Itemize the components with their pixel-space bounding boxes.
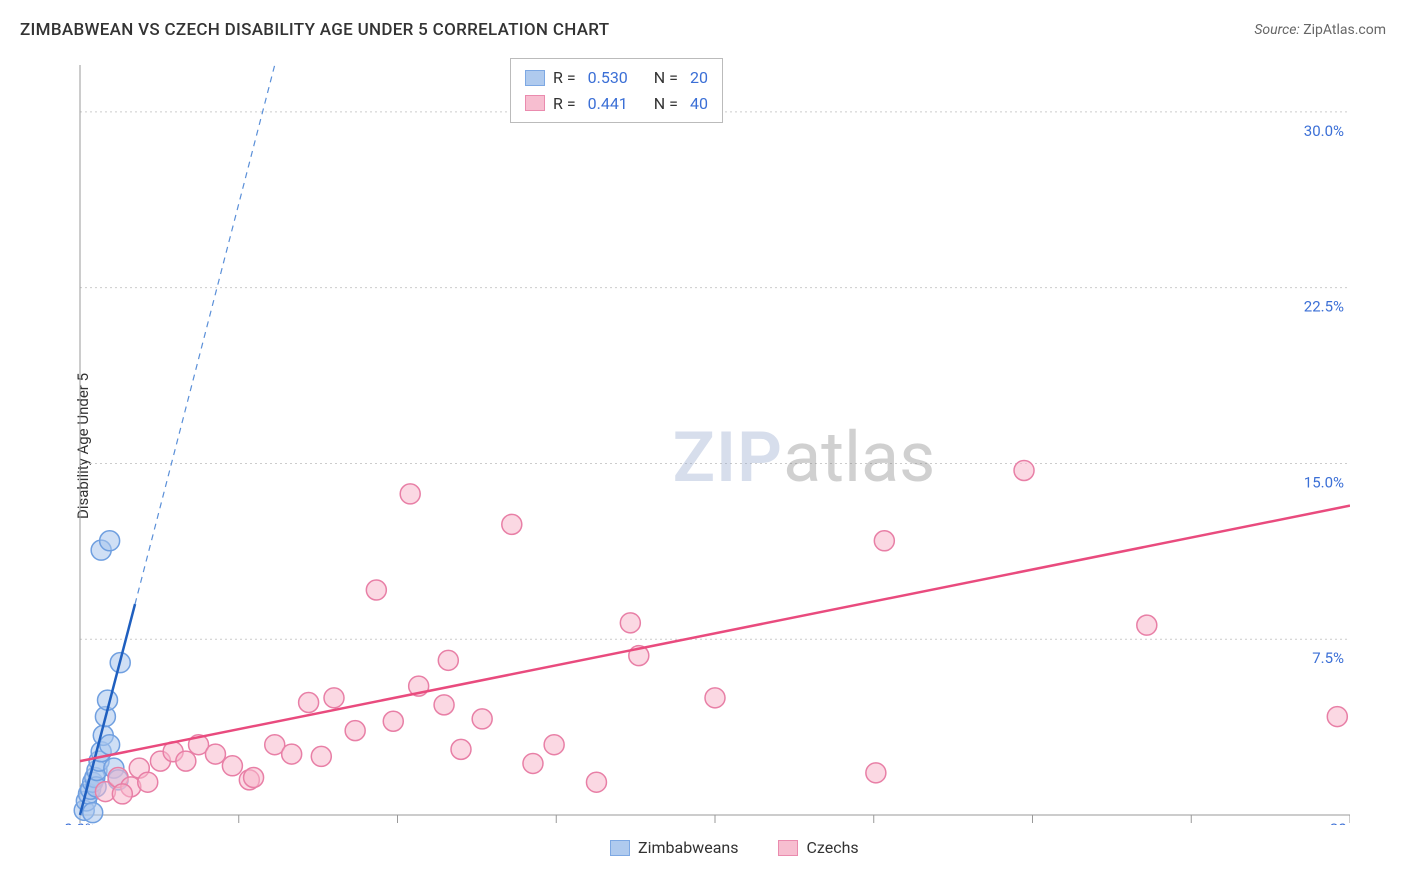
svg-text:22.5%: 22.5% <box>1304 298 1344 316</box>
legend-label: Zimbabweans <box>638 838 738 857</box>
svg-text:15.0%: 15.0% <box>1304 473 1344 491</box>
legend-swatch <box>525 95 545 111</box>
legend-label: Czechs <box>806 838 858 857</box>
legend-swatch <box>525 70 545 86</box>
chart-header: ZIMBABWEAN VS CZECH DISABILITY AGE UNDER… <box>20 20 1386 40</box>
legend-swatch <box>778 840 798 856</box>
legend-swatch <box>610 840 630 856</box>
r-label: R = <box>553 91 576 117</box>
source-name: ZipAtlas.com <box>1303 22 1386 38</box>
r-label: R = <box>553 65 576 91</box>
source-credit: Source: ZipAtlas.com <box>1254 22 1386 38</box>
series-legend: Zimbabweans Czechs <box>610 838 859 857</box>
svg-text:30.0%: 30.0% <box>1330 820 1350 825</box>
source-label: Source: <box>1254 22 1299 38</box>
r-value: 0.441 <box>588 91 628 117</box>
svg-text:7.5%: 7.5% <box>1312 649 1344 667</box>
legend-item: Zimbabweans <box>610 838 738 857</box>
svg-text:30.0%: 30.0% <box>1304 122 1344 140</box>
n-value: 40 <box>690 91 708 117</box>
r-value: 0.530 <box>588 65 628 91</box>
n-label: N = <box>654 65 678 91</box>
stats-legend-row: R = 0.441 N = 40 <box>525 91 708 117</box>
n-label: N = <box>654 91 678 117</box>
chart-area: 7.5%15.0%22.5%30.0%0.0%30.0% <box>50 55 1350 825</box>
chart-title: ZIMBABWEAN VS CZECH DISABILITY AGE UNDER… <box>20 20 609 40</box>
stats-legend: R = 0.530 N = 20 R = 0.441 N = 40 <box>510 58 723 123</box>
stats-legend-row: R = 0.530 N = 20 <box>525 65 708 91</box>
n-value: 20 <box>690 65 708 91</box>
scatter-chart: 7.5%15.0%22.5%30.0%0.0%30.0% <box>50 55 1350 825</box>
legend-item: Czechs <box>778 838 858 857</box>
